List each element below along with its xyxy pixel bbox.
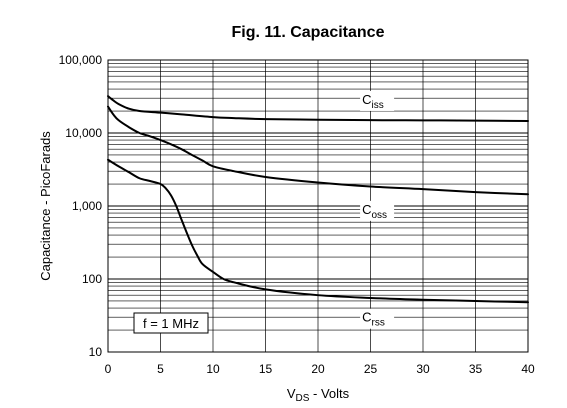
curve-label-ciss: Ciss	[360, 90, 395, 111]
curve-label-crss: Crss	[360, 308, 395, 329]
x-axis-label-main: V	[287, 386, 296, 401]
chart-title: Fig. 11. Capacitance	[232, 24, 385, 41]
x-tick-label: 25	[364, 362, 378, 376]
x-axis-label: VDS - Volts	[287, 386, 350, 404]
x-axis-label-rest: - Volts	[309, 386, 349, 401]
x-tick-label: 15	[259, 362, 273, 376]
grid	[108, 60, 528, 352]
x-axis-label-sub: DS	[296, 393, 310, 404]
x-axis-ticks: 0 5 10 15 20 25 30 35 40	[105, 362, 535, 376]
curve-label-sub: rss	[371, 318, 384, 329]
x-tick-label: 5	[157, 362, 164, 376]
curve-label-main: C	[362, 92, 371, 107]
y-tick-label: 100,000	[59, 53, 103, 67]
x-tick-label: 0	[105, 362, 112, 376]
curve-label-text: Ciss	[362, 92, 384, 111]
x-tick-label: 10	[206, 362, 220, 376]
curve-label-background	[360, 90, 395, 111]
curve-label-sub: oss	[371, 210, 387, 221]
curve-label-background	[360, 200, 395, 221]
curve-label-main: C	[362, 310, 371, 325]
x-tick-label: 30	[416, 362, 430, 376]
y-axis-label: Capacitance - PicoFarads	[38, 131, 53, 281]
plot-frame	[107, 59, 529, 353]
y-tick-label: 1,000	[72, 199, 102, 213]
y-axis-ticks: 10 100 1,000 10,000 100,000	[59, 53, 103, 359]
series-line-ciss	[107, 95, 529, 122]
y-tick-label: 10,000	[65, 126, 102, 140]
frequency-note: f = 1 MHz	[143, 316, 199, 331]
frequency-note-box	[133, 312, 209, 334]
curve-label-coss: Coss	[360, 200, 395, 221]
x-tick-label: 20	[311, 362, 325, 376]
curve-label-text: Crss	[362, 310, 385, 329]
curve-label-background	[360, 308, 395, 329]
x-tick-label: 35	[469, 362, 483, 376]
curve-label-sub: iss	[371, 100, 383, 111]
series-line-crss	[107, 158, 529, 304]
curve-label-main: C	[362, 202, 371, 217]
series-line-coss	[107, 105, 529, 196]
curves	[107, 95, 529, 304]
y-tick-label: 100	[82, 272, 102, 286]
curve-label-text: Coss	[362, 202, 387, 221]
y-tick-label: 10	[89, 345, 103, 359]
x-tick-label: 40	[521, 362, 535, 376]
